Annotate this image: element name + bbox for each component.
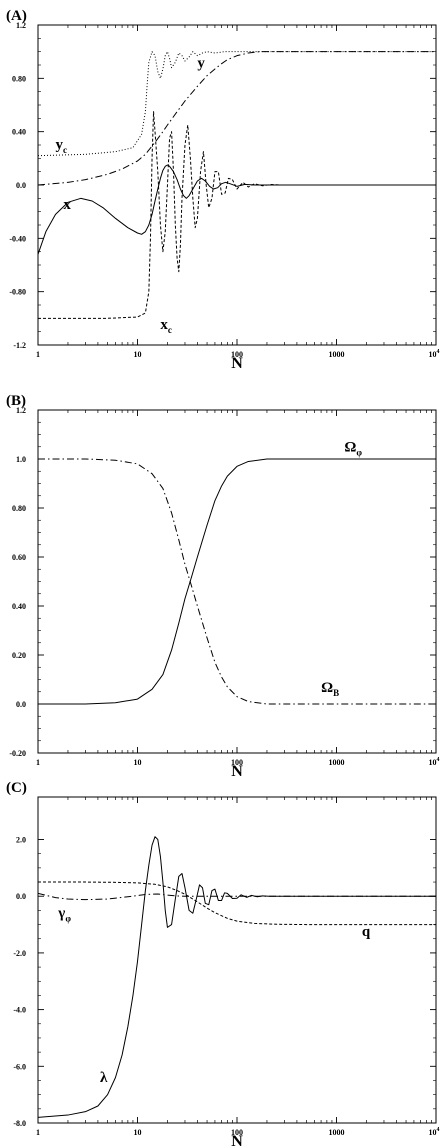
panel-a-y-tick-label: 0.0 (16, 181, 26, 190)
panel-b-x-tick-label: 1 (36, 758, 40, 767)
panel-b-y-tick-label: -0.20 (9, 749, 26, 758)
panel-a-series-y-c (38, 51, 436, 157)
panel-c-x-tick-label: 10 (134, 1128, 142, 1137)
panel-c-x-tick-label: 1 (36, 1128, 40, 1137)
panel-b-label: (B) (6, 393, 26, 409)
panel-b-x-tick-label: 10 (134, 758, 142, 767)
panel-a-x-tick-label: 1 (36, 350, 40, 359)
panel-b-y-tick-label: 1.2 (16, 406, 26, 415)
panel-a-x-tick-label: 100 (231, 350, 243, 359)
panel-c-series-q (38, 881, 436, 926)
panel-a-x-axis-label: N (231, 355, 243, 372)
panel-b-y-tick-label: 1.0 (16, 455, 26, 464)
panel-a-y-tick-label: 1.2 (16, 21, 26, 30)
panel-a-x-tick-label: 1000 (329, 350, 345, 359)
panel-b-series-item (38, 458, 436, 705)
panel-c-y-tick-label: 2.0 (16, 836, 26, 845)
panel-b-y-tick-label: 0.60 (12, 553, 26, 562)
panel-c-x-tick-label: 100 (231, 1128, 243, 1137)
panel-c-annotation-q: q (362, 924, 371, 940)
panel-b-x-tick-label: 100 (231, 758, 243, 767)
panel-c-label: (C) (6, 780, 27, 796)
panel-a-annotation-x: x (63, 197, 71, 213)
panel-a-annotation-xc: xc (160, 317, 172, 335)
panel-c-annotation-item: γφ (57, 905, 71, 923)
panel-b: (B) 1 10 100 1000 104 1.2 1.0 0.80 0.60 0.40 0.20 0.… (6, 393, 440, 780)
panel-a: (A) 1 10 100 1000 104 1.2 0.80 0.40 0.0 -0.40 -0.80… (6, 8, 440, 372)
panel-c-x-axis-label: N (231, 1133, 243, 1148)
panel-c-y-tick-label: -4.0 (13, 1006, 26, 1015)
panel-c-y-tick-label: -2.0 (13, 949, 26, 958)
panel-a-label: (A) (6, 8, 27, 24)
panel-a-y-tick-label: 0.80 (12, 74, 26, 83)
panel-a-annotation-yc: yc (56, 137, 68, 155)
panel-b-y-tick-label: 0.0 (16, 700, 26, 709)
panel-b-series-b (38, 458, 436, 705)
panel-a-x-tick-label: 10 (134, 350, 142, 359)
panel-b-plot-frame (37, 409, 437, 754)
panel-b-annotation-b: ΩB (321, 680, 339, 698)
panel-b-annotation-item: Ωφ (344, 440, 362, 458)
panel-b-y-tick-label: 0.40 (12, 602, 26, 611)
panel-c-series-item (38, 836, 436, 1118)
panel-a-series-x-c (38, 111, 436, 319)
panel-c-x-tick-label: 104 (429, 1127, 440, 1137)
panel-c-plot-frame (37, 796, 437, 1124)
panel-b-x-tick-label: 1000 (329, 758, 345, 767)
panel-b-x-tick-label: 104 (429, 757, 440, 767)
panel-c: (C) 1 10 100 1000 104 2.0 0.0 -2.0 -4.0 -6.0 -8.0 Nγ… (6, 780, 440, 1148)
panel-a-x-tick-label: 104 (429, 349, 440, 359)
panel-a-series-y (38, 51, 436, 186)
panel-a-y-tick-label: -0.40 (9, 234, 26, 243)
panel-c-x-tick-label: 1000 (329, 1128, 345, 1137)
panel-b-y-tick-label: 0.20 (12, 651, 26, 660)
panel-b-y-tick-label: 0.80 (12, 504, 26, 513)
panel-a-y-tick-label: -1.2 (13, 341, 26, 350)
panel-a-y-tick-label: -0.80 (9, 288, 26, 297)
panel-c-annotation-item: λ (100, 1070, 108, 1086)
panel-c-y-tick-label: -8.0 (13, 1119, 26, 1128)
panel-a-series-x (38, 164, 436, 255)
panel-b-x-axis-label: N (231, 763, 243, 780)
panel-c-series-item (38, 892, 436, 901)
panel-a-annotation-y: y (197, 56, 205, 72)
panel-c-y-tick-label: -6.0 (13, 1062, 26, 1071)
panel-a-y-tick-label: 0.40 (12, 128, 26, 137)
panel-c-y-tick-label: 0.0 (16, 892, 26, 901)
